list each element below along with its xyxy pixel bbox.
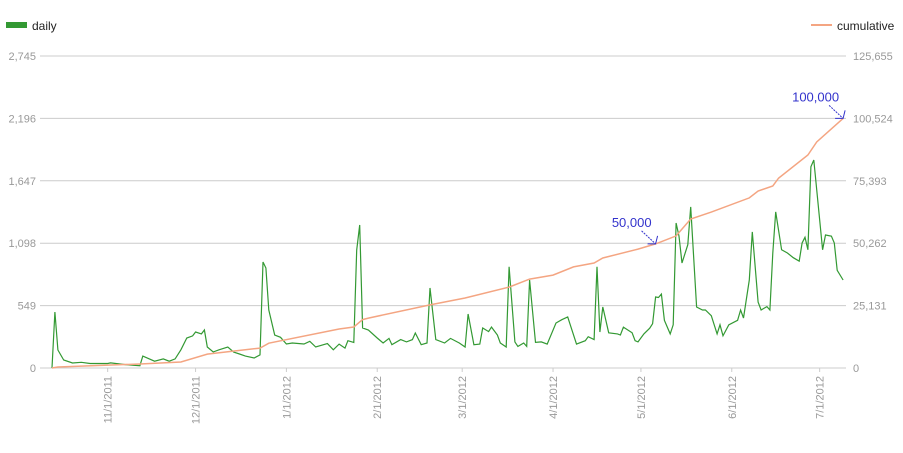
left-tick-label: 1,098 xyxy=(8,238,36,250)
annotation-arrow-icon xyxy=(641,230,656,245)
right-axis-ticks: 0 25,131 50,262 75,393 100,524 125,655 xyxy=(853,51,893,375)
left-tick-label: 1,647 xyxy=(8,176,36,188)
left-tick-label: 0 xyxy=(30,363,36,375)
right-tick-label: 50,262 xyxy=(853,238,887,250)
annotations: 50,000 100,000 xyxy=(612,89,846,245)
gridlines xyxy=(40,55,846,369)
x-tick-label: 7/1/2012 xyxy=(815,376,827,419)
legend-daily-swatch xyxy=(6,22,27,28)
left-axis-ticks: 0 549 1,098 1,647 2,196 2,745 xyxy=(8,51,36,375)
annotation: 100,000 xyxy=(792,89,846,119)
right-tick-label: 75,393 xyxy=(853,176,887,188)
arrowhead-icon xyxy=(835,110,846,119)
legend-cumulative[interactable]: cumulative xyxy=(811,19,895,33)
left-tick-label: 2,745 xyxy=(8,51,36,63)
left-tick-label: 2,196 xyxy=(8,113,36,125)
legend-daily-label: daily xyxy=(32,19,57,33)
x-tick-label: 3/1/2012 xyxy=(457,376,469,419)
x-tick-label: 2/1/2012 xyxy=(372,376,384,419)
series-lines xyxy=(51,117,844,369)
legend-daily[interactable]: daily xyxy=(6,19,57,33)
left-tick-label: 549 xyxy=(18,301,36,313)
annotation-label: 50,000 xyxy=(612,215,652,230)
right-tick-label: 0 xyxy=(853,363,859,375)
right-tick-label: 100,524 xyxy=(853,113,893,125)
x-tick-label: 11/1/2011 xyxy=(103,376,115,423)
x-tick-label: 4/1/2012 xyxy=(548,376,560,419)
annotation-label: 100,000 xyxy=(792,89,839,104)
x-tick-label: 1/1/2012 xyxy=(281,376,293,419)
cumulative-line xyxy=(51,117,844,369)
legend-cumulative-swatch xyxy=(811,24,832,26)
arrowhead-icon xyxy=(647,235,659,245)
x-tick-label: 6/1/2012 xyxy=(727,376,739,419)
x-tick-label: 5/1/2012 xyxy=(636,376,648,419)
annotation: 50,000 xyxy=(612,215,659,245)
daily-line xyxy=(51,159,844,369)
annotation-arrow-icon xyxy=(828,105,844,119)
x-tick-label: 12/1/2011 xyxy=(191,376,203,424)
right-tick-label: 125,655 xyxy=(853,51,893,63)
legend-cumulative-label: cumulative xyxy=(837,19,895,33)
right-tick-label: 25,131 xyxy=(853,301,887,313)
x-axis-ticks: 11/1/2011 12/1/2011 1/1/2012 2/1/2012 3/1/20… xyxy=(103,368,827,424)
